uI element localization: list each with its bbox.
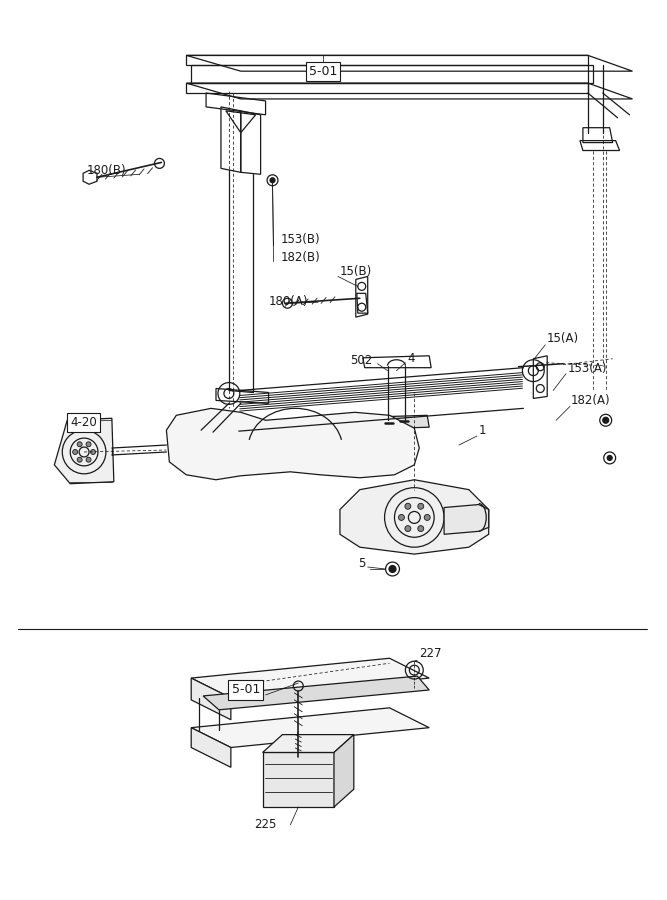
- Text: 180(B): 180(B): [87, 164, 127, 176]
- Text: 227: 227: [420, 647, 442, 660]
- Circle shape: [418, 526, 424, 532]
- Text: 15(B): 15(B): [340, 265, 372, 278]
- Text: 5: 5: [358, 556, 365, 570]
- Polygon shape: [263, 734, 354, 752]
- Circle shape: [603, 418, 609, 423]
- Text: 4-20: 4-20: [70, 416, 97, 428]
- Text: 502: 502: [350, 355, 372, 367]
- Text: 5-01: 5-01: [231, 683, 260, 697]
- Circle shape: [86, 442, 91, 446]
- Circle shape: [389, 565, 396, 572]
- Text: 225: 225: [254, 818, 277, 832]
- Text: 182(A): 182(A): [571, 394, 610, 407]
- Circle shape: [270, 178, 275, 183]
- Polygon shape: [340, 480, 489, 554]
- Polygon shape: [444, 505, 489, 535]
- Circle shape: [607, 455, 612, 461]
- Circle shape: [73, 449, 77, 454]
- Circle shape: [77, 442, 82, 446]
- Polygon shape: [54, 418, 114, 483]
- Circle shape: [398, 515, 404, 520]
- Circle shape: [77, 457, 82, 463]
- Circle shape: [424, 515, 430, 520]
- Text: 1: 1: [479, 424, 486, 436]
- Polygon shape: [191, 678, 231, 720]
- Polygon shape: [263, 752, 334, 807]
- Polygon shape: [191, 707, 429, 748]
- Circle shape: [91, 449, 95, 454]
- Circle shape: [405, 503, 411, 509]
- Polygon shape: [191, 658, 429, 698]
- Circle shape: [418, 503, 424, 509]
- Text: 5-01: 5-01: [309, 65, 338, 77]
- Text: 182(B): 182(B): [280, 251, 320, 264]
- Polygon shape: [203, 676, 429, 710]
- Text: 153(A): 153(A): [568, 362, 608, 375]
- Text: 15(A): 15(A): [546, 332, 578, 346]
- Text: 180(A): 180(A): [269, 294, 308, 308]
- Text: 4: 4: [408, 352, 415, 365]
- Circle shape: [405, 526, 411, 532]
- Text: 153(B): 153(B): [280, 233, 320, 247]
- Polygon shape: [166, 409, 420, 480]
- Circle shape: [86, 457, 91, 463]
- Polygon shape: [366, 415, 429, 429]
- Polygon shape: [334, 734, 354, 807]
- Polygon shape: [191, 728, 231, 768]
